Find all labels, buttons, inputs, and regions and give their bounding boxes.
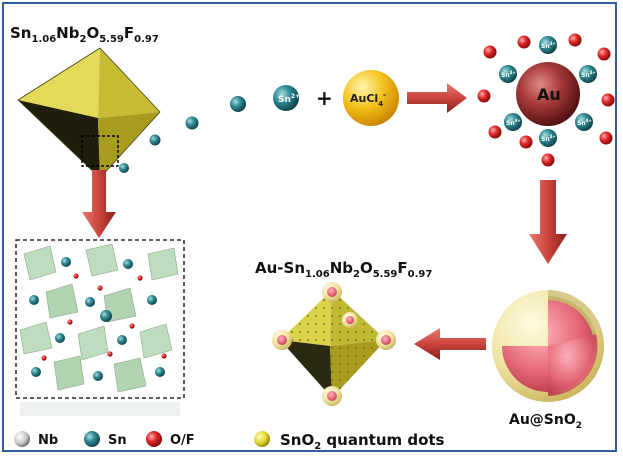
arrow-to-structure (82, 170, 116, 238)
legend-sn: Sn (84, 431, 127, 448)
core-shell-label: Au@SnO2 (509, 412, 582, 431)
svg-text:Sn4+: Sn4+ (501, 70, 516, 79)
formula-composite: Au-Sn1.06Nb2O5.59F0.97 (255, 259, 432, 280)
crystal-structure-panel (15, 239, 185, 399)
svg-text:Sn4+: Sn4+ (541, 41, 556, 50)
svg-text:Sn4+: Sn4+ (581, 70, 596, 79)
octahedron-crystal (17, 47, 161, 179)
legend-nb: Nb (14, 431, 58, 448)
au-decorated-octahedron (272, 282, 396, 406)
formula-top: Sn1.06Nb2O5.59F0.97 (10, 24, 159, 45)
oxygen-ions (477, 33, 615, 167)
au-label: Au (537, 85, 561, 104)
plus-sign: + (316, 86, 333, 110)
sn-released-balls (119, 96, 246, 173)
structure-reflection (20, 402, 180, 416)
au-nanoparticle: Au (516, 62, 580, 126)
figure-frame (2, 2, 617, 452)
aucl4-ion: AuCl4- (343, 70, 399, 126)
svg-text:Sn: Sn (108, 433, 127, 448)
aucl4-label: AuCl4- (350, 91, 386, 108)
svg-text:Sn4+: Sn4+ (506, 118, 521, 127)
sn2-label: Sn2+ (278, 93, 300, 105)
arrow-to-au (407, 83, 467, 113)
svg-text:SnO2 quantum dots: SnO2 quantum dots (280, 431, 445, 452)
zoom-box (81, 135, 119, 167)
svg-text:O/F: O/F (170, 433, 195, 448)
sn2-ion: Sn2+ (273, 85, 300, 111)
svg-text:Nb: Nb (38, 433, 58, 448)
sn4-ions: Sn4+ Sn4+ Sn4+ Sn4+ Sn4+ Sn4+ (499, 36, 597, 147)
legend: Nb Sn O/F SnO2 quantum dots (14, 431, 445, 452)
svg-text:Sn4+: Sn4+ (541, 134, 556, 143)
legend-of: O/F (146, 431, 195, 448)
arrow-to-core-shell (529, 180, 567, 264)
arrow-to-composite (414, 328, 486, 360)
svg-text:Sn4+: Sn4+ (577, 118, 592, 127)
legend-quantum-dots: SnO2 quantum dots (254, 431, 445, 452)
au-sno2-core-shell (492, 290, 604, 402)
